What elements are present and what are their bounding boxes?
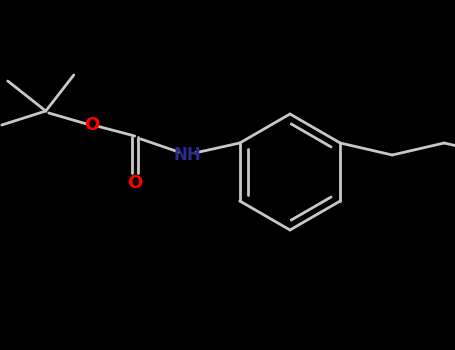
Text: NH: NH (174, 146, 202, 164)
Text: O: O (84, 116, 99, 134)
Text: O: O (127, 174, 142, 192)
